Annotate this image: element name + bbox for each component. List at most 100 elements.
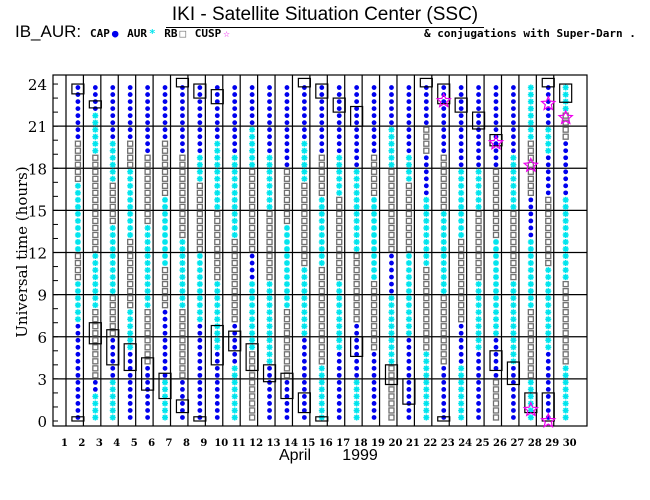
aur-marker: [527, 260, 534, 267]
aur-marker: [545, 274, 552, 281]
rb-marker: [318, 182, 325, 189]
cap-marker: [180, 106, 185, 112]
cap-marker: [180, 134, 185, 140]
cap-marker: [127, 379, 133, 385]
aur-marker: [92, 112, 99, 119]
cap-marker: [267, 134, 272, 140]
cap-marker: [197, 337, 203, 343]
rb-marker: [301, 224, 308, 232]
aur-marker: [562, 217, 569, 224]
rb-marker: [527, 140, 534, 147]
cap-marker: [406, 99, 412, 104]
rb-marker: [161, 140, 169, 147]
aur-marker: [562, 407, 569, 414]
aur-marker: [162, 231, 169, 238]
conjugation-box: [141, 357, 155, 391]
aur-marker: [249, 140, 256, 147]
aur-marker: [179, 295, 186, 302]
rb-marker: [388, 224, 395, 232]
cap-marker: [406, 408, 412, 413]
cap-marker: [354, 120, 360, 126]
cap-marker: [301, 401, 307, 406]
rb-marker: [109, 316, 116, 323]
rb-marker: [440, 175, 447, 182]
rb-marker: [127, 294, 134, 302]
aur-marker: [458, 203, 465, 210]
rb-marker: [144, 330, 151, 337]
cap-marker: [545, 113, 551, 119]
rb-marker: [510, 238, 517, 246]
cap-marker: [180, 148, 185, 154]
cap-marker: [336, 127, 342, 133]
rb-marker: [527, 175, 534, 182]
aur-marker: [74, 196, 81, 203]
rb-marker: [353, 287, 360, 295]
aur-marker: [318, 407, 325, 414]
aur-marker: [405, 323, 412, 330]
cap-marker: [545, 176, 551, 182]
aur-marker: [353, 168, 360, 175]
cap-marker: [110, 337, 116, 343]
rb-marker: [161, 273, 169, 281]
aur-marker: [74, 302, 81, 309]
y-tick-label: 24: [28, 76, 47, 94]
rb-marker: [475, 224, 482, 232]
cap-marker: [336, 408, 342, 413]
cap-marker: [127, 372, 133, 378]
rb-marker: [370, 182, 378, 189]
rb-marker: [370, 154, 378, 161]
aur-marker: [196, 161, 203, 168]
aur-marker: [301, 175, 308, 182]
aur-marker: [405, 316, 412, 323]
cap-marker: [92, 387, 98, 392]
cap-marker: [476, 415, 481, 420]
aur-marker: [231, 379, 238, 386]
cap-marker: [162, 330, 168, 336]
aur-marker: [301, 309, 308, 316]
rb-marker: [370, 316, 378, 323]
y-axis-label: Universal time (hours): [13, 166, 31, 337]
aur-marker: [493, 309, 499, 316]
cap-marker: [354, 99, 360, 104]
rb-marker: [353, 294, 360, 302]
cap-marker: [528, 197, 534, 203]
cap-marker: [389, 99, 394, 104]
rb-marker: [405, 196, 413, 204]
cap-marker: [476, 113, 481, 119]
aur-marker: [562, 203, 569, 210]
conjugation-box: [402, 378, 416, 405]
rb-marker: [527, 358, 534, 365]
cap-marker: [476, 99, 481, 104]
conjugation-box: [210, 324, 224, 366]
aur-marker: [162, 224, 169, 231]
x-tick-label: 16: [319, 438, 333, 449]
cap-marker: [354, 365, 360, 371]
rb-marker: [144, 154, 151, 161]
aur-marker: [493, 302, 499, 309]
aur-marker: [510, 281, 517, 288]
aur-marker: [475, 302, 482, 309]
cap-marker: [75, 379, 81, 385]
rb-marker: [231, 287, 238, 295]
cap-marker: [371, 408, 377, 413]
rb-marker: [161, 182, 169, 189]
aur-marker: [162, 246, 169, 253]
aur-marker: [144, 267, 151, 274]
aur-marker: [440, 260, 447, 267]
rb-marker: [388, 393, 395, 400]
cap-marker: [267, 127, 272, 133]
rb-marker: [423, 337, 430, 344]
cap-marker: [458, 113, 464, 119]
aur-marker: [545, 316, 552, 323]
rb-marker: [248, 386, 256, 393]
aur-marker: [475, 323, 482, 330]
rb-marker: [127, 302, 134, 309]
cap-marker: [197, 99, 203, 104]
aur-marker: [249, 344, 256, 351]
aur-marker: [127, 231, 134, 238]
rb-marker: [266, 245, 273, 253]
aur-marker: [266, 196, 273, 203]
aur-marker: [109, 400, 116, 407]
aur-marker: [266, 189, 273, 196]
cap-marker: [336, 106, 342, 112]
